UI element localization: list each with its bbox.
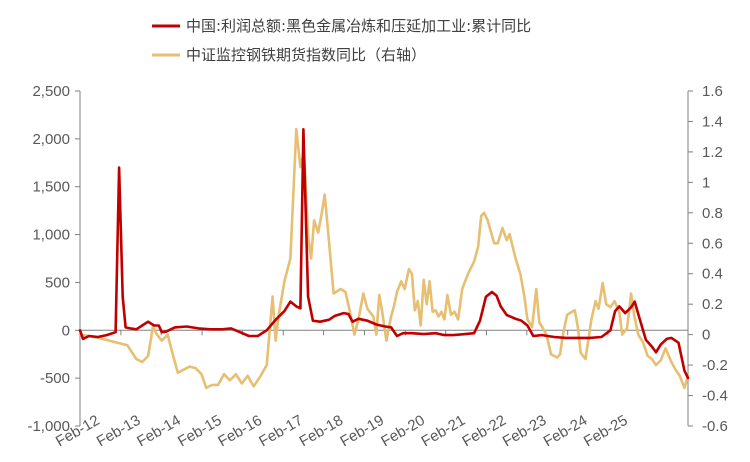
right-tick-label: 0.2 [702, 296, 723, 313]
right-y-axis: -0.6 -0.4 -0.2 0 0.2 0.4 0.6 0.8 1 1.2 1.4 1.6 [687, 83, 728, 435]
x-tick-label: Feb-23 [500, 412, 550, 450]
left-tick-label: 1,500 [32, 179, 70, 196]
right-tick-label: 1 [702, 174, 710, 191]
legend-item-steel-futures: 中证监控钢铁期货指数同比（右轴） [152, 46, 426, 64]
x-tick-label: Feb-15 [175, 412, 225, 450]
x-tick-label: Feb-17 [256, 412, 306, 450]
left-tick-label: 2,000 [32, 131, 70, 148]
left-tick-label: 0 [62, 322, 70, 339]
left-tick-label: 2,500 [32, 83, 70, 100]
left-y-axis: -1,000 -500 0 500 1,000 1,500 2,000 2,500 [27, 83, 81, 435]
right-tick-label: -0.6 [702, 418, 728, 435]
x-tick-label: Feb-18 [296, 412, 346, 450]
right-tick-label: -0.2 [702, 357, 728, 374]
chart-legend: 中国:利润总额:黑色金属冶炼和压延加工业:累计同比 中证监控钢铁期货指数同比（右… [152, 17, 531, 64]
right-tick-label: 0.4 [702, 266, 723, 283]
x-tick-label: Feb-16 [215, 412, 265, 450]
left-tick-label: 500 [45, 274, 70, 291]
legend-label-profit: 中国:利润总额:黑色金属冶炼和压延加工业:累计同比 [186, 17, 531, 35]
right-tick-label: 1.4 [702, 113, 723, 130]
left-tick-label: -1,000 [27, 418, 70, 435]
right-tick-label: 1.2 [702, 144, 723, 161]
x-tick-label: Feb-24 [541, 412, 591, 450]
x-tick-label: Feb-14 [134, 412, 184, 450]
series-layer [78, 127, 690, 390]
right-tick-label: 0.6 [702, 235, 723, 252]
x-tick-label: Feb-20 [378, 412, 428, 450]
legend-item-profit: 中国:利润总额:黑色金属冶炼和压延加工业:累计同比 [152, 17, 531, 35]
left-tick-label: 1,000 [32, 227, 70, 244]
x-tick-label: Feb-13 [94, 412, 144, 450]
legend-label-steel-futures: 中证监控钢铁期货指数同比（右轴） [186, 46, 426, 64]
x-tick-label: Feb-21 [419, 412, 469, 450]
x-tick-label: Feb-22 [459, 412, 509, 450]
right-tick-label: 0 [702, 327, 710, 344]
right-tick-label: 1.6 [702, 83, 723, 100]
right-tick-label: 0.8 [702, 205, 723, 222]
left-tick-label: -500 [40, 370, 70, 387]
right-tick-label: -0.4 [702, 388, 728, 405]
series-line-steel-futures [78, 127, 690, 390]
series-line-profit [78, 128, 690, 380]
x-tick-label: Feb-19 [337, 412, 387, 450]
x-tick-label: Feb-25 [581, 412, 631, 450]
